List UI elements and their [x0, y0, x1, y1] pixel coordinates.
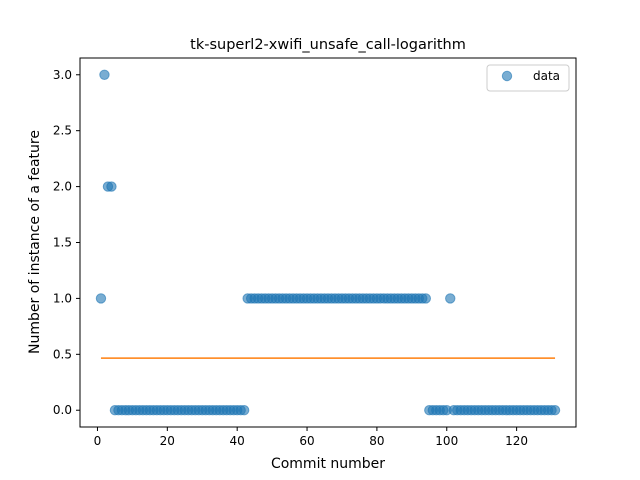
y-tick-label: 2.0 — [53, 180, 72, 194]
x-tick-label: 60 — [299, 434, 314, 448]
x-tick-label: 120 — [505, 434, 528, 448]
data-point — [238, 405, 250, 416]
x-axis-label: Commit number — [271, 456, 385, 472]
y-tick-label: 0.5 — [53, 347, 72, 361]
y-tick-label: 1.5 — [53, 236, 72, 250]
y-axis-ticks: 0.0 0.5 1.0 1.5 2.0 2.5 3.0 — [53, 68, 80, 417]
data-point — [99, 69, 110, 80]
x-tick-label: 40 — [230, 434, 245, 448]
x-tick-label: 0 — [94, 434, 102, 448]
x-axis-ticks: 0 20 40 60 80 100 120 — [94, 427, 528, 448]
y-tick-label: 1.0 — [53, 291, 72, 305]
legend-marker-data — [501, 70, 513, 82]
data-point — [106, 181, 117, 192]
y-tick-label: 3.0 — [53, 68, 72, 82]
data-point — [95, 293, 107, 304]
plot-marks — [95, 69, 561, 416]
y-tick-label: 2.5 — [53, 124, 72, 138]
x-tick-label: 80 — [369, 434, 384, 448]
data-point — [420, 293, 431, 304]
x-tick-label: 20 — [160, 434, 175, 448]
chart-title: tk-superl2-xwifi_unsafe_call-logarithm — [190, 37, 466, 53]
x-tick-label: 100 — [435, 434, 458, 448]
y-axis-label: Number of instance of a feature — [27, 130, 43, 354]
data-point — [549, 405, 561, 416]
data-point — [445, 293, 456, 304]
legend: data — [486, 64, 570, 92]
legend-label-data: data — [533, 69, 560, 83]
y-tick-label: 0.0 — [53, 403, 72, 417]
